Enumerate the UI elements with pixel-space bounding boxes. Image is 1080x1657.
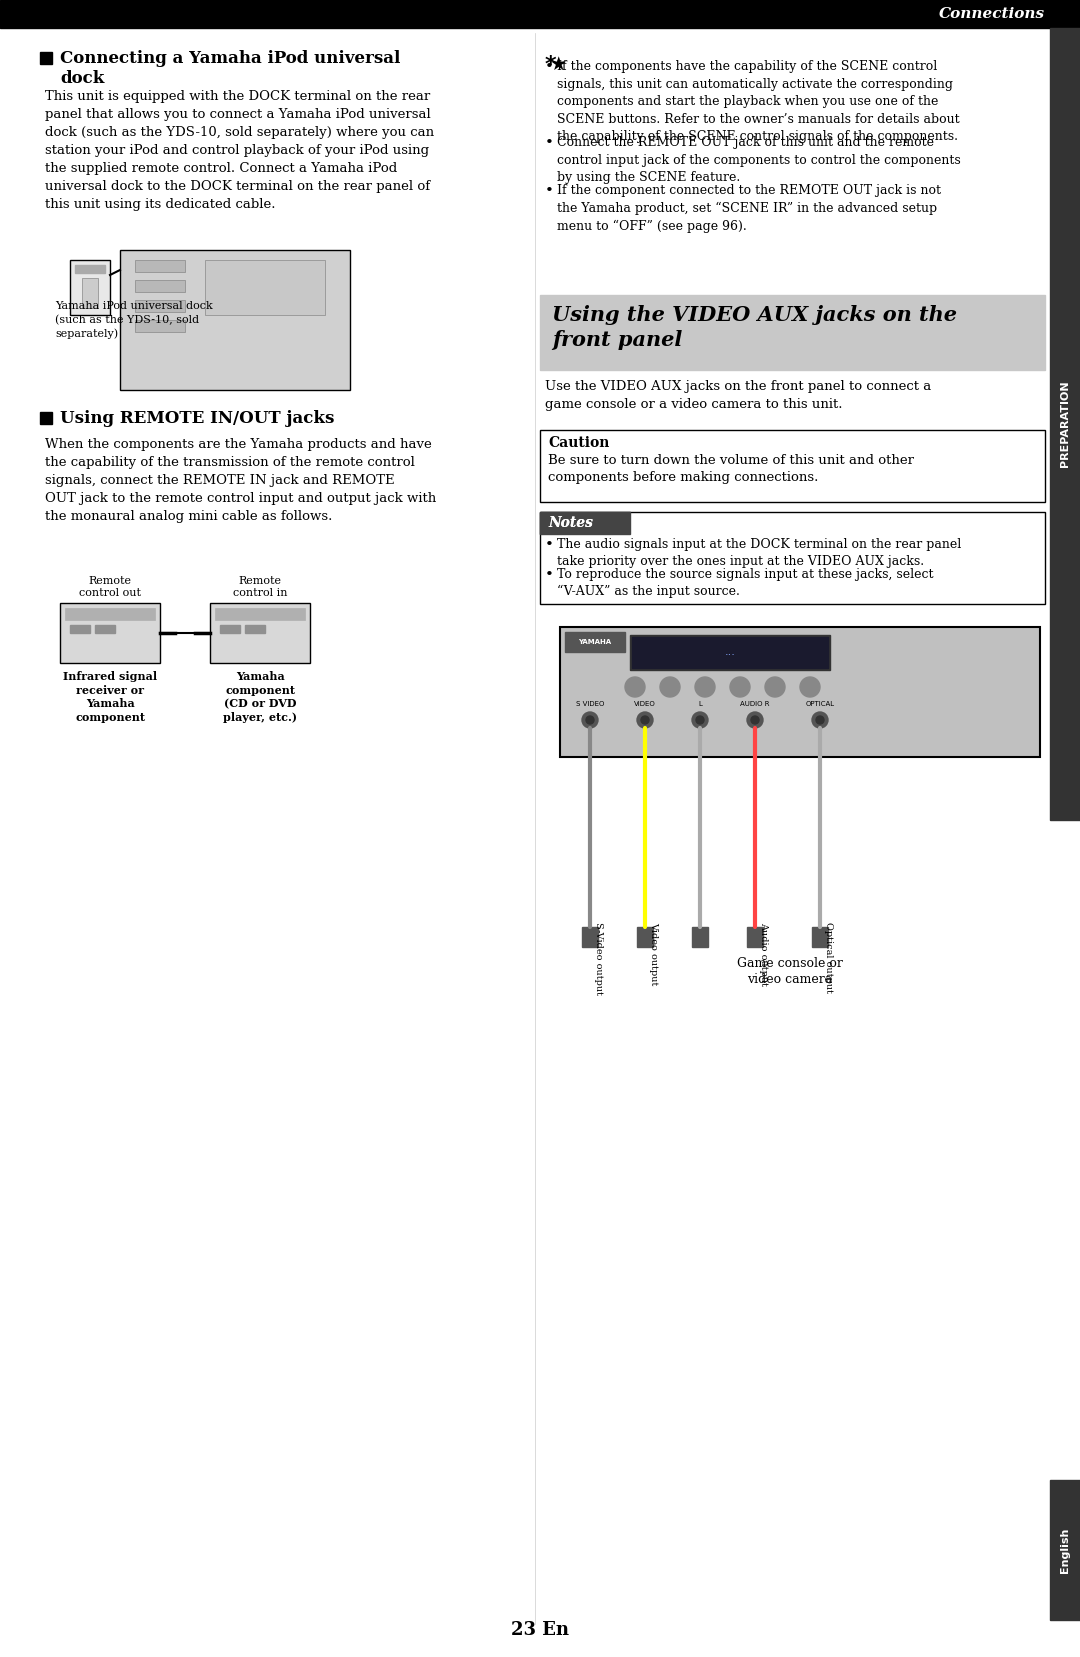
Circle shape	[765, 678, 785, 698]
Circle shape	[586, 716, 594, 724]
Text: Audio output: Audio output	[759, 921, 768, 986]
Bar	[747, 926, 762, 948]
Text: S-Video output: S-Video output	[594, 921, 603, 994]
Text: Game console or
video camera: Game console or video camera	[737, 958, 842, 986]
Text: Connecting a Yamaha iPod universal
dock: Connecting a Yamaha iPod universal dock	[60, 50, 401, 86]
Text: 23 En: 23 En	[511, 1621, 569, 1639]
Circle shape	[582, 713, 598, 727]
Text: L: L	[698, 701, 702, 708]
Bar	[1050, 1480, 1080, 1621]
Circle shape	[812, 713, 828, 727]
Circle shape	[800, 678, 820, 698]
Circle shape	[816, 716, 824, 724]
Text: VIDEO: VIDEO	[634, 701, 656, 708]
Bar	[70, 260, 110, 315]
Text: S VIDEO: S VIDEO	[576, 701, 604, 708]
Bar	[135, 280, 185, 292]
Text: Using the VIDEO AUX jacks on the
front panel: Using the VIDEO AUX jacks on the front p…	[552, 305, 957, 350]
Bar	[40, 51, 52, 65]
Text: Remote
control out: Remote control out	[79, 575, 141, 598]
Bar	[120, 250, 350, 389]
Bar	[1050, 28, 1080, 820]
Circle shape	[625, 678, 645, 698]
Text: Use the VIDEO AUX jacks on the front panel to connect a
game console or a video : Use the VIDEO AUX jacks on the front pan…	[545, 379, 931, 411]
Bar	[135, 260, 185, 272]
Text: Be sure to turn down the volume of this unit and other
components before making : Be sure to turn down the volume of this …	[548, 454, 914, 484]
Bar	[0, 0, 1080, 28]
Text: Video output: Video output	[649, 921, 658, 986]
Bar	[540, 295, 1045, 370]
Text: The audio signals input at the DOCK terminal on the rear panel
take priority ove: The audio signals input at the DOCK term…	[557, 539, 961, 568]
Text: Connections: Connections	[939, 7, 1045, 22]
Bar	[95, 625, 114, 633]
Text: •: •	[545, 568, 554, 582]
Text: AUDIO R: AUDIO R	[740, 701, 770, 708]
Circle shape	[660, 678, 680, 698]
Bar	[630, 635, 831, 669]
Bar	[540, 512, 1045, 605]
Text: Notes: Notes	[548, 515, 593, 530]
Text: OPTICAL: OPTICAL	[806, 701, 835, 708]
Text: Yamaha
component
(CD or DVD
player, etc.): Yamaha component (CD or DVD player, etc.…	[222, 671, 297, 722]
Text: Yamaha iPod universal dock
(such as the YDS-10, sold
separately): Yamaha iPod universal dock (such as the …	[55, 302, 213, 338]
Text: Connect the REMOTE OUT jack of this unit and the remote
control input jack of th: Connect the REMOTE OUT jack of this unit…	[557, 136, 961, 184]
Text: *: *	[545, 55, 556, 75]
Bar	[65, 608, 156, 620]
Bar	[215, 608, 305, 620]
Text: If the component connected to the REMOTE OUT jack is not
the Yamaha product, set: If the component connected to the REMOTE…	[557, 184, 941, 232]
Text: To reproduce the source signals input at these jacks, select
“V-AUX” as the inpu: To reproduce the source signals input at…	[557, 568, 933, 598]
Text: Remote
control in: Remote control in	[233, 575, 287, 598]
Bar	[60, 603, 160, 663]
Circle shape	[696, 678, 715, 698]
Text: •: •	[545, 184, 554, 197]
Bar	[220, 625, 240, 633]
Circle shape	[747, 713, 762, 727]
Bar	[540, 431, 1045, 502]
Bar	[40, 413, 52, 424]
Bar	[632, 636, 828, 668]
Text: English: English	[1059, 1528, 1070, 1572]
Bar	[82, 278, 98, 308]
Text: YAMAHA: YAMAHA	[579, 640, 611, 645]
Circle shape	[642, 716, 649, 724]
Bar	[692, 926, 708, 948]
Bar	[135, 300, 185, 312]
Text: Caution: Caution	[548, 436, 609, 451]
Bar	[540, 512, 630, 534]
Circle shape	[730, 678, 750, 698]
Bar	[561, 626, 1040, 757]
Text: When the components are the Yamaha products and have
the capability of the trans: When the components are the Yamaha produ…	[45, 437, 436, 524]
Bar	[565, 631, 625, 651]
Circle shape	[637, 713, 653, 727]
Text: ...: ...	[725, 646, 735, 656]
Bar	[135, 320, 185, 331]
Text: Infrared signal
receiver or
Yamaha
component: Infrared signal receiver or Yamaha compo…	[63, 671, 157, 722]
Text: PREPARATION: PREPARATION	[1059, 381, 1070, 467]
Bar	[812, 926, 828, 948]
Text: If the components have the capability of the SCENE control
signals, this unit ca: If the components have the capability of…	[557, 60, 960, 143]
Bar	[70, 625, 90, 633]
Circle shape	[692, 713, 708, 727]
Bar	[210, 603, 310, 663]
Text: Optical output: Optical output	[824, 921, 833, 993]
Text: Notes: Notes	[548, 515, 593, 530]
Text: •: •	[545, 539, 554, 552]
Bar	[205, 260, 325, 315]
Bar	[582, 926, 598, 948]
Bar	[637, 926, 653, 948]
Bar	[540, 512, 630, 534]
Bar	[75, 265, 105, 273]
Circle shape	[751, 716, 759, 724]
Bar	[245, 625, 265, 633]
Text: This unit is equipped with the DOCK terminal on the rear
panel that allows you t: This unit is equipped with the DOCK term…	[45, 89, 434, 210]
Text: •: •	[545, 136, 554, 151]
Text: ★: ★	[550, 55, 567, 75]
Circle shape	[696, 716, 704, 724]
Text: •: •	[545, 60, 554, 75]
Text: Using REMOTE IN/OUT jacks: Using REMOTE IN/OUT jacks	[60, 409, 335, 428]
